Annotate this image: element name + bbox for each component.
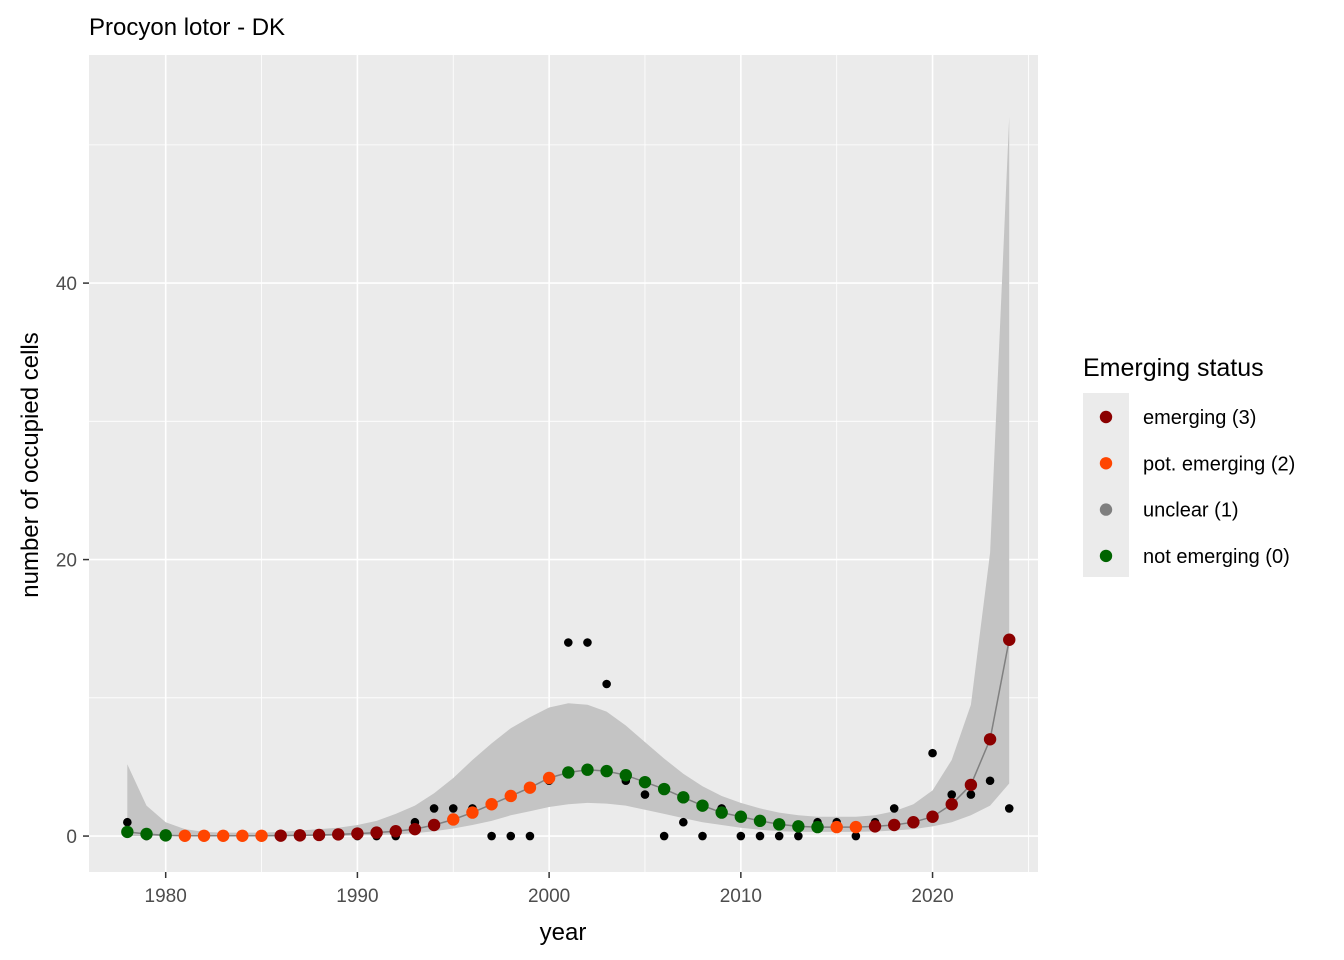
legend-key	[1099, 410, 1113, 424]
plot-title: Procyon lotor - DK	[89, 14, 285, 41]
trend-point	[466, 806, 479, 819]
observed-point	[966, 790, 976, 799]
observed-point	[640, 790, 650, 799]
trend-point	[657, 782, 671, 796]
trend-point	[926, 810, 939, 823]
trend-point	[255, 829, 268, 842]
y-tick-label: 0	[66, 827, 77, 848]
trend-point	[753, 814, 767, 828]
trend-point	[792, 820, 805, 833]
observed-point	[448, 804, 458, 813]
legend: Emerging status emerging (3) pot. emergin…	[1083, 354, 1295, 577]
observed-point	[851, 831, 861, 841]
observed-point	[487, 831, 496, 841]
observed-point	[774, 831, 784, 841]
trend-point	[964, 778, 978, 792]
observed-point	[429, 804, 439, 813]
trend-point	[332, 828, 345, 841]
trend-point	[715, 806, 728, 819]
trend-point	[351, 827, 364, 840]
legend-key	[1099, 503, 1113, 516]
trend-point	[638, 775, 652, 789]
trend-point	[178, 829, 192, 842]
legend-key	[1099, 457, 1113, 470]
observed-point	[698, 831, 707, 841]
trend-point	[772, 818, 786, 831]
legend-label: pot. emerging (2)	[1143, 453, 1295, 475]
trend-point	[427, 818, 441, 832]
trend-point	[159, 829, 172, 842]
x-tick-label: 1980	[145, 886, 187, 907]
observed-point	[123, 817, 132, 827]
trend-point	[1003, 633, 1016, 646]
trend-point	[217, 829, 230, 842]
trend-point	[504, 789, 517, 803]
observed-point	[506, 831, 516, 841]
x-axis: 1980 1990 2000 2010 2020	[145, 872, 954, 907]
trend-point	[523, 781, 537, 794]
trend-point	[734, 810, 748, 823]
trend-point	[370, 826, 383, 839]
trend-point	[197, 829, 211, 842]
trend-points	[121, 633, 1016, 842]
observed-point	[602, 679, 611, 689]
observed-point	[755, 831, 765, 841]
trend-point	[121, 825, 134, 839]
trend-point	[600, 764, 613, 778]
legend-key	[1099, 549, 1113, 563]
trend-point	[312, 828, 326, 842]
y-tick-label: 20	[56, 551, 77, 572]
observed-point	[736, 831, 746, 841]
y-axis: 0 20 40	[56, 274, 89, 848]
trend-point	[236, 829, 249, 842]
trend-point	[983, 733, 997, 746]
observed-point	[794, 831, 803, 841]
trend-point	[140, 827, 153, 841]
observed-point	[985, 776, 995, 786]
trend-point	[677, 791, 690, 804]
trend-point	[447, 813, 460, 826]
trend-point	[849, 820, 863, 834]
trend-point	[830, 820, 843, 834]
trend-point	[485, 798, 498, 811]
y-tick-label: 40	[56, 274, 77, 295]
trend-point	[274, 829, 287, 842]
observed-point	[563, 638, 573, 647]
x-tick-label: 2000	[528, 886, 570, 907]
trend-point	[408, 822, 422, 836]
observed-point	[889, 804, 899, 813]
legend-label: emerging (3)	[1143, 407, 1256, 429]
legend-label: not emerging (0)	[1143, 546, 1290, 568]
trend-point	[945, 798, 958, 811]
trend-point	[888, 818, 901, 832]
trend-point	[619, 769, 633, 782]
observed-point	[1004, 804, 1014, 813]
legend-title: Emerging status	[1083, 354, 1264, 382]
observed-point	[659, 831, 669, 841]
observed-point	[525, 831, 535, 841]
trend-point	[389, 825, 402, 838]
observed-point	[928, 748, 937, 758]
observed-point	[947, 790, 957, 799]
observed-point	[679, 817, 688, 827]
trend-point	[696, 799, 709, 812]
observed-point	[583, 638, 592, 647]
y-axis-title: number of occupied cells	[17, 332, 44, 597]
x-axis-title: year	[540, 919, 587, 946]
legend-key-background	[1083, 393, 1129, 577]
trend-point	[562, 766, 575, 779]
legend-label: unclear (1)	[1143, 500, 1239, 522]
trend-point	[293, 829, 307, 842]
trend-point	[581, 763, 594, 776]
trend-point	[811, 820, 824, 834]
trend-point	[907, 816, 920, 829]
trend-point	[542, 771, 556, 785]
x-tick-label: 2010	[720, 886, 762, 907]
trend-point	[868, 820, 882, 833]
x-tick-label: 2020	[911, 886, 953, 907]
x-tick-label: 1990	[336, 886, 378, 907]
